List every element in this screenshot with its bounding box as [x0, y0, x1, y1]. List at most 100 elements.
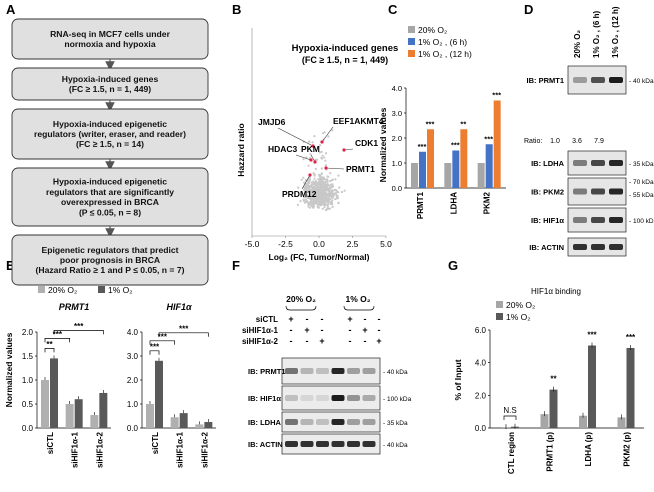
- c-bar: [477, 163, 485, 188]
- e-bar: [50, 358, 58, 428]
- d-ratio-label: Ratio:: [524, 138, 542, 145]
- f-band: [300, 419, 314, 425]
- d-band: [609, 217, 623, 223]
- f-mark: -: [290, 325, 293, 335]
- scatter-point: [318, 195, 321, 198]
- f-kda-marker: - 40 kDa: [383, 369, 408, 376]
- f-band: [331, 441, 345, 447]
- e-bar: [170, 417, 179, 428]
- d-band: [591, 244, 605, 250]
- g-bar: [549, 389, 558, 428]
- c-bar: [419, 151, 426, 188]
- f-kda-marker: - 35 kDa: [383, 420, 408, 427]
- d-condition-label: 1% O₂ , (6 h): [592, 11, 601, 58]
- scatter-point: [305, 186, 308, 189]
- g-bar: [626, 347, 635, 428]
- e-significance-bracket: [158, 332, 209, 337]
- f-band: [362, 441, 376, 447]
- e-category-label: siHIF1α-2: [200, 431, 209, 468]
- scatter-point: [313, 135, 316, 138]
- scatter-point: [325, 199, 328, 203]
- scatter-point: [307, 140, 311, 143]
- scatter-point: [326, 178, 329, 181]
- f-band: [331, 368, 345, 374]
- e-ytick-label: 0.0: [22, 424, 34, 433]
- b-xtick-label: -2.5: [278, 239, 293, 249]
- b-gene-label: JMJD6: [258, 117, 286, 127]
- scatter-point: [333, 188, 336, 191]
- b-subtitle: (FC ≥ 1.5, n = 1, 449): [302, 55, 388, 65]
- scatter-point: [299, 200, 302, 203]
- c-category-label: PKM2: [483, 191, 492, 214]
- e-ytick-label: 0.0: [127, 424, 139, 433]
- c-bar: [493, 100, 501, 188]
- scatter-point: [331, 129, 334, 132]
- scatter-point: [331, 199, 334, 202]
- scatter-point: [318, 201, 321, 204]
- b-xtick-label: -5.0: [245, 239, 260, 249]
- e-ytick-label: 0.5: [22, 400, 34, 409]
- f-mark: +: [288, 314, 293, 324]
- scatter-point: [320, 203, 323, 206]
- c-significance: ***: [418, 142, 427, 151]
- scatter-point: [323, 156, 326, 159]
- d-band: [591, 188, 605, 195]
- scatter-point: [316, 183, 319, 186]
- scatter-point: [308, 176, 311, 180]
- f-mark: +: [304, 325, 309, 335]
- f-blot-label: IB: HIF1α: [248, 394, 281, 403]
- panel-label-g: G: [448, 258, 458, 273]
- e-subplot-title: HIF1α: [166, 302, 192, 312]
- e-bar: [90, 415, 99, 428]
- d-band: [609, 160, 623, 166]
- g-ytick-label: 0.0: [475, 424, 487, 433]
- scatter-point: [317, 196, 320, 199]
- scatter-point: [321, 207, 324, 210]
- scatter-point: [318, 203, 322, 206]
- d-kda-marker: - 40 kDa: [629, 78, 654, 85]
- flowchart-box-5-line: poor prognosis in BRCA: [60, 255, 160, 265]
- c-ytick-label: 4.0: [392, 84, 402, 93]
- flowchart-box-5-line: (Hazard Ratio ≥ 1 and P ≤ 0.05, n = 7): [36, 265, 185, 275]
- flowchart-box-5: [11, 234, 209, 286]
- scatter-point: [322, 203, 325, 206]
- scatter-point: [323, 190, 327, 193]
- b-highlight-point: [342, 148, 346, 152]
- d-band: [573, 217, 587, 223]
- scatter-point: [320, 188, 323, 191]
- g-legend-label: 20% O₂: [506, 300, 535, 310]
- e-bar: [146, 404, 154, 428]
- b-gene-label: PKM: [301, 144, 320, 154]
- scatter-point: [326, 175, 329, 178]
- scatter-point: [302, 176, 305, 179]
- d-band: [573, 77, 587, 83]
- b-gene-label: PRMT1: [346, 164, 375, 174]
- flowchart-box-2-line: Hypoxia-induced genes: [62, 74, 159, 84]
- d-kda-marker: - 70 kDa: [629, 179, 654, 186]
- f-group-bracket: [343, 305, 375, 311]
- scatter-point: [310, 181, 313, 184]
- b-highlight-point: [309, 158, 313, 162]
- scatter-point: [303, 196, 306, 199]
- b-leader-line: [325, 167, 345, 170]
- d-ratio-value: 1.0: [550, 138, 560, 145]
- c-legend-label: 20% O₂: [418, 25, 447, 35]
- scatter-point: [333, 192, 337, 195]
- flowchart-box-3-line: regulators (writer, eraser, and reader): [34, 129, 186, 139]
- scatter-point: [322, 197, 325, 200]
- panel-label-d: D: [524, 2, 533, 17]
- e-significance-label: ***: [74, 322, 84, 331]
- scatter-point: [336, 196, 340, 200]
- f-band: [300, 441, 314, 447]
- f-blot-label: IB: LDHA: [248, 418, 281, 427]
- b-leader-line: [277, 127, 314, 147]
- e-significance-label: **: [46, 340, 53, 349]
- c-legend-swatch: [408, 50, 415, 57]
- scatter-point: [319, 174, 322, 177]
- scatter-point: [313, 177, 316, 180]
- f-kda-marker: - 40 kDa: [383, 442, 408, 449]
- c-ylabel: Normalized values: [378, 107, 388, 182]
